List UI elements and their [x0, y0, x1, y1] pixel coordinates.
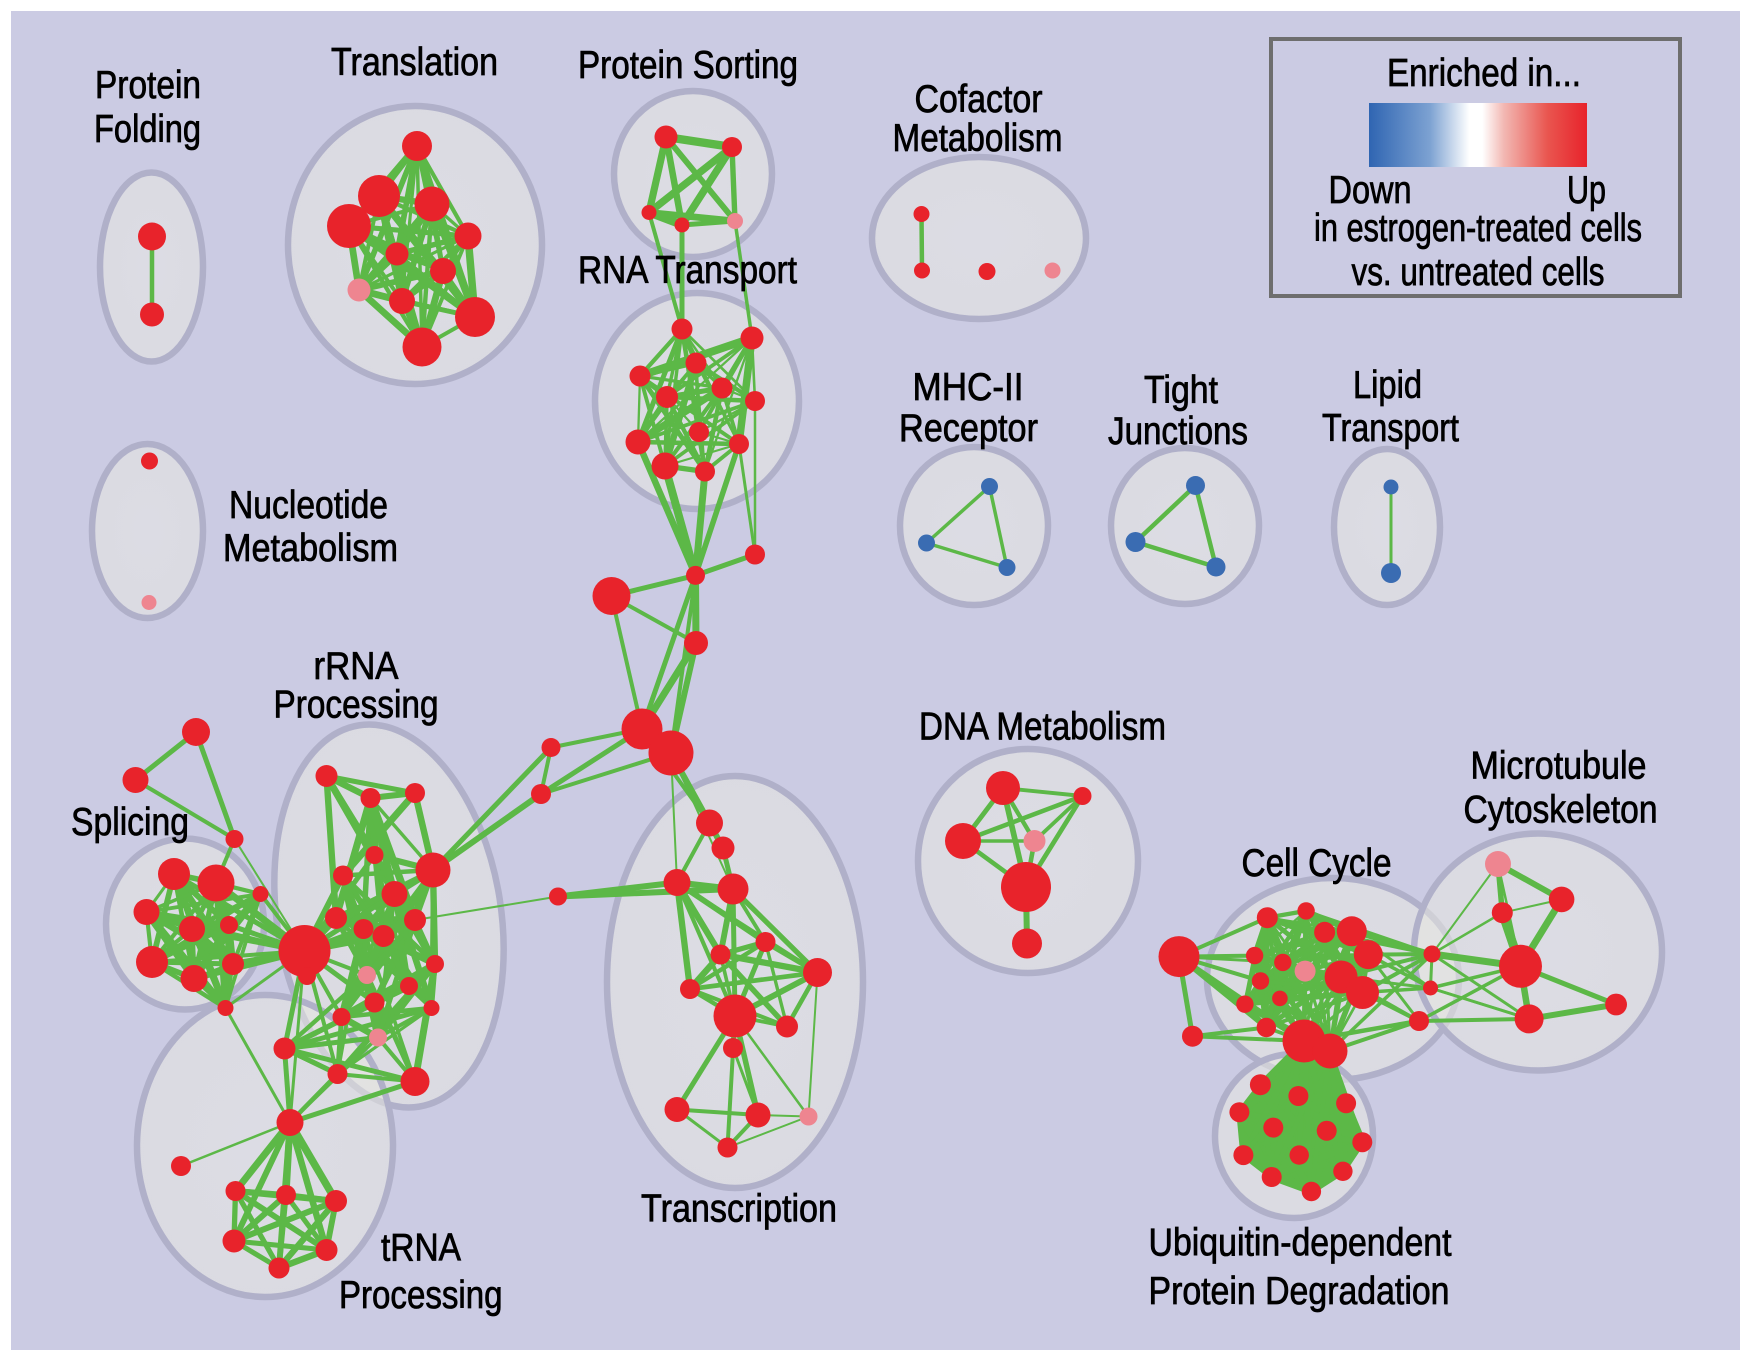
svg-text:Metabolism: Metabolism — [893, 117, 1063, 160]
svg-text:RNA Transport: RNA Transport — [578, 249, 797, 292]
svg-text:in estrogen-treated cells: in estrogen-treated cells — [1314, 207, 1642, 250]
svg-text:Transport: Transport — [1322, 407, 1459, 450]
svg-text:Down: Down — [1329, 169, 1412, 212]
svg-text:Processing: Processing — [274, 684, 439, 727]
svg-text:Folding: Folding — [94, 108, 201, 151]
svg-text:Protein Sorting: Protein Sorting — [578, 44, 798, 87]
svg-text:Up: Up — [1567, 169, 1606, 212]
svg-text:Transcription: Transcription — [641, 1188, 837, 1231]
svg-text:Nucleotide: Nucleotide — [229, 484, 388, 527]
svg-text:Protein Degradation: Protein Degradation — [1149, 1270, 1450, 1313]
svg-text:Enriched in...: Enriched in... — [1387, 52, 1581, 95]
svg-text:Ubiquitin-dependent: Ubiquitin-dependent — [1149, 1222, 1452, 1265]
svg-text:Cofactor: Cofactor — [915, 78, 1043, 121]
svg-text:Junctions: Junctions — [1108, 410, 1248, 453]
svg-text:Metabolism: Metabolism — [223, 527, 398, 570]
svg-text:Splicing: Splicing — [71, 801, 189, 844]
svg-text:Tight: Tight — [1144, 369, 1218, 412]
svg-text:vs. untreated cells: vs. untreated cells — [1352, 251, 1605, 294]
svg-text:tRNA: tRNA — [381, 1227, 461, 1270]
svg-text:Processing: Processing — [339, 1274, 503, 1317]
svg-text:Cell Cycle: Cell Cycle — [1242, 842, 1392, 885]
svg-text:Cytoskeleton: Cytoskeleton — [1464, 789, 1658, 832]
svg-text:Receptor: Receptor — [899, 407, 1038, 450]
svg-text:Microtubule: Microtubule — [1471, 745, 1647, 788]
svg-text:MHC-II: MHC-II — [913, 366, 1024, 409]
svg-text:Protein: Protein — [95, 64, 201, 107]
svg-text:rRNA: rRNA — [314, 645, 399, 688]
svg-text:Lipid: Lipid — [1353, 364, 1422, 407]
svg-text:Translation: Translation — [331, 41, 498, 84]
svg-text:DNA Metabolism: DNA Metabolism — [919, 706, 1166, 749]
